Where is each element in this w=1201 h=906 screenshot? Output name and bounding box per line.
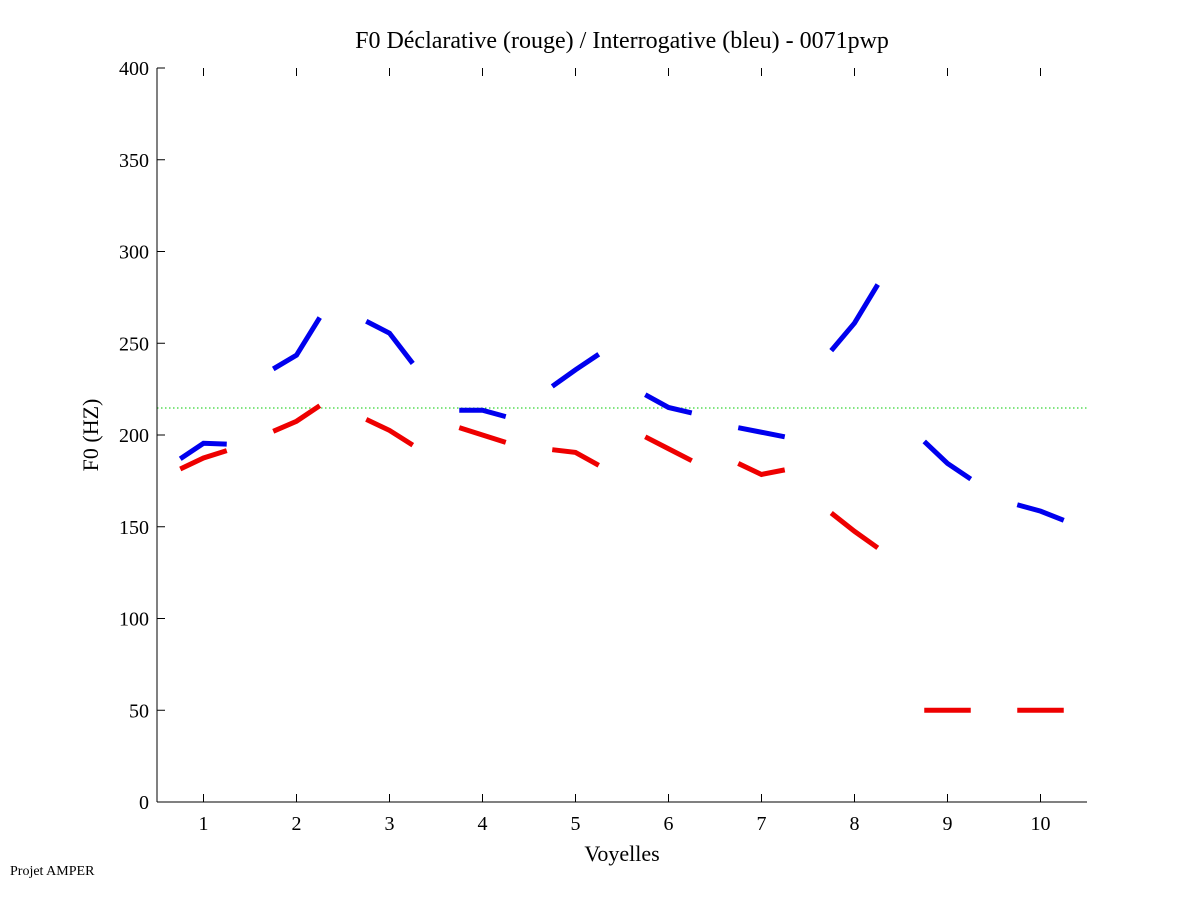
interrogative-segment-7 (737, 425, 786, 440)
declarative-segment-6 (644, 434, 693, 463)
x-tick-label: 1 (199, 813, 209, 835)
y-tick-label: 0 (139, 792, 149, 814)
interrogative-segment-10 (1016, 502, 1065, 523)
x-tick-label: 3 (385, 813, 395, 835)
declarative-segment-3 (365, 417, 415, 448)
y-tick-label: 250 (119, 333, 149, 355)
chart-title: F0 Déclarative (rouge) / Interrogative (… (355, 28, 889, 54)
interrogative-segment-9 (922, 439, 973, 482)
x-axis-label: Voyelles (584, 841, 659, 866)
x-tick-label: 7 (757, 813, 767, 835)
y-tick-label: 200 (119, 425, 149, 447)
interrogative-segment-3 (365, 319, 415, 365)
declarative-segment-4 (458, 425, 507, 445)
y-axis-label: F0 (HZ) (78, 399, 103, 472)
x-tick-label: 9 (943, 813, 953, 835)
x-tick-label: 5 (571, 813, 581, 835)
x-tick-label: 6 (664, 813, 674, 835)
footer-credit: Projet AMPER (10, 864, 95, 879)
x-tick-label: 4 (478, 813, 488, 835)
declarative-segment-5 (551, 447, 600, 468)
x-tick-label: 2 (292, 813, 302, 835)
x-tick-label: 8 (850, 813, 860, 835)
declarative-segment-1 (179, 448, 228, 472)
y-tick-label: 300 (119, 242, 149, 264)
interrogative-segment-8 (829, 283, 880, 353)
interrogative-segment-5 (550, 352, 601, 389)
y-tick-label: 50 (129, 700, 149, 722)
y-tick-label: 100 (119, 609, 149, 631)
declarative-segment-8 (829, 511, 880, 550)
y-tick-label: 150 (119, 517, 149, 539)
x-tick-label: 10 (1031, 813, 1051, 835)
interrogative-segment-2 (271, 316, 322, 372)
y-tick-label: 350 (119, 150, 149, 172)
y-tick-label: 400 (119, 58, 149, 80)
interrogative-segment-6 (644, 392, 693, 416)
interrogative-segment-4 (459, 407, 507, 420)
declarative-segment-7 (737, 461, 786, 478)
declarative-segment-2 (272, 403, 322, 434)
interrogative-segment-1 (178, 440, 227, 461)
